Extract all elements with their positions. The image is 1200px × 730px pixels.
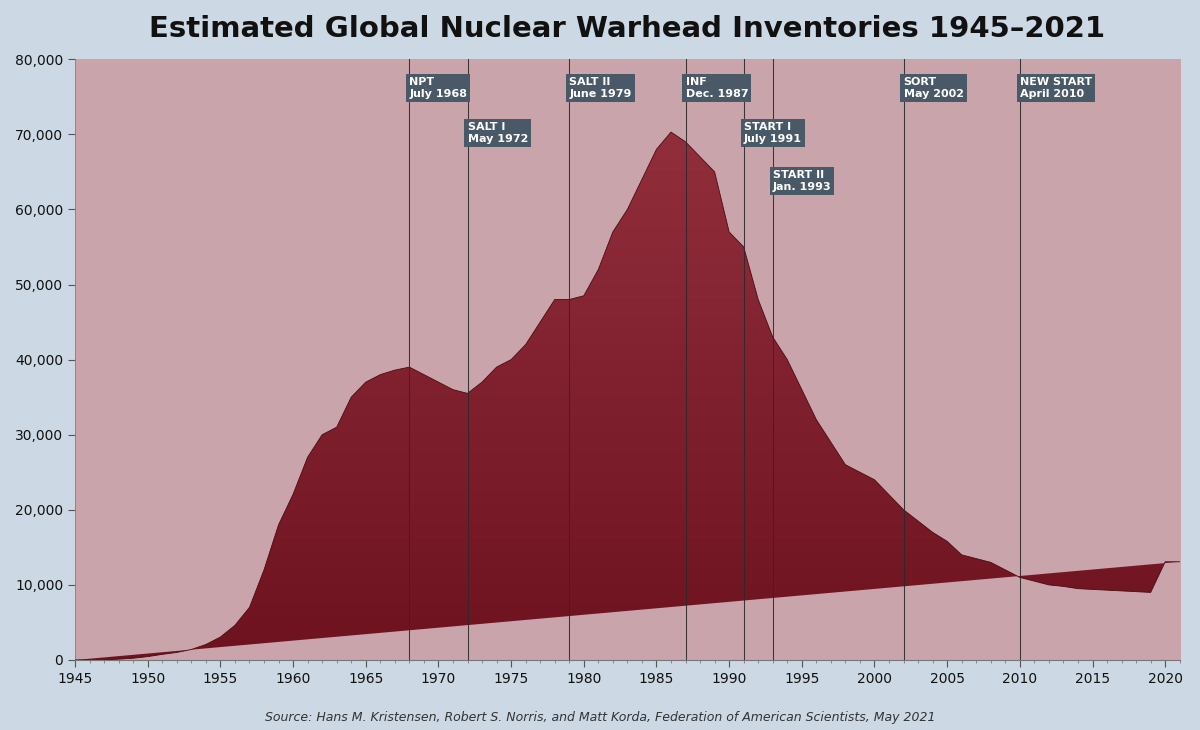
Title: Estimated Global Nuclear Warhead Inventories 1945–2021: Estimated Global Nuclear Warhead Invento…: [149, 15, 1105, 43]
Text: SALT II
June 1979: SALT II June 1979: [569, 77, 631, 99]
Text: START II
Jan. 1993: START II Jan. 1993: [773, 170, 832, 192]
Text: NEW START
April 2010: NEW START April 2010: [1020, 77, 1092, 99]
Text: INF
Dec. 1987: INF Dec. 1987: [685, 77, 748, 99]
Text: START I
July 1991: START I July 1991: [744, 123, 802, 144]
Text: NPT
July 1968: NPT July 1968: [409, 77, 467, 99]
Text: SALT I
May 1972: SALT I May 1972: [468, 123, 528, 144]
Text: SORT
May 2002: SORT May 2002: [904, 77, 964, 99]
Text: Source: Hans M. Kristensen, Robert S. Norris, and Matt Korda, Federation of Amer: Source: Hans M. Kristensen, Robert S. No…: [265, 711, 935, 724]
